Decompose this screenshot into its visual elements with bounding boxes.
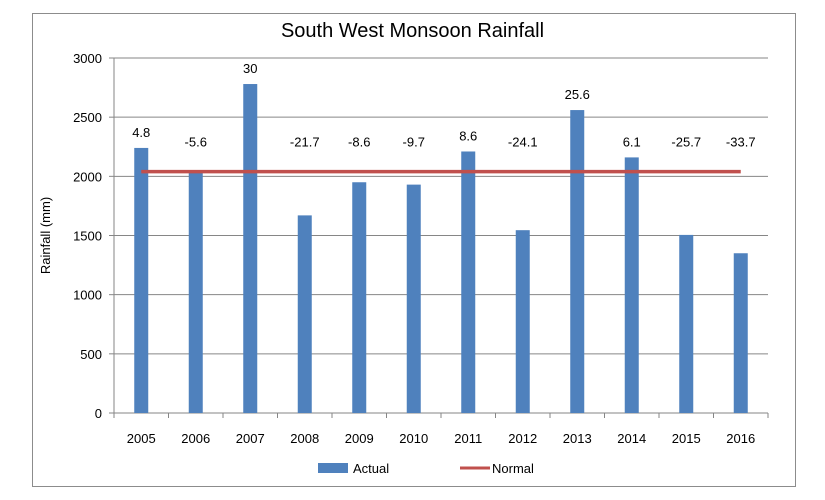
data-label-2007: 30: [243, 61, 257, 76]
bar-actual-2005: [134, 147, 149, 413]
y-tick-label: 3000: [73, 51, 102, 66]
y-tick-label: 0: [95, 406, 102, 421]
y-tick-label: 2500: [73, 110, 102, 125]
data-label-2005: 4.8: [132, 125, 150, 140]
x-tick-label: 2014: [617, 431, 646, 446]
x-tick-label: 2011: [454, 431, 482, 446]
data-label-2010: -9.7: [403, 135, 425, 150]
x-tick-label: 2012: [508, 431, 537, 446]
y-tick-label: 1500: [73, 229, 102, 244]
x-tick-label: 2008: [290, 431, 319, 446]
chart-title: South West Monsoon Rainfall: [280, 20, 545, 42]
bar-actual-2016: [733, 253, 748, 413]
x-tick-label: 2005: [127, 431, 156, 446]
data-label-2016: -33.7: [726, 135, 756, 150]
x-tick-label: 2006: [181, 431, 210, 446]
data-label-2008: -21.7: [290, 135, 320, 150]
bar-actual-2011: [461, 151, 476, 413]
data-label-2015: -25.7: [671, 135, 701, 150]
bar-actual-2006: [188, 172, 203, 413]
x-tick-label: 2013: [563, 431, 592, 446]
x-tick-label: 2015: [672, 431, 701, 446]
data-label-2014: 6.1: [623, 134, 641, 149]
y-axis-label: Rainfall (mm): [38, 197, 53, 274]
bar-actual-2009: [352, 182, 367, 413]
bar-actual-2010: [406, 184, 421, 413]
data-label-2009: -8.6: [348, 135, 370, 150]
data-label-2006: -5.6: [185, 135, 207, 150]
y-tick-label: 1000: [73, 288, 102, 303]
bar-actual-2014: [624, 157, 639, 413]
x-tick-label: 2010: [399, 431, 428, 446]
data-label-2013: 25.6: [565, 87, 590, 102]
bar-actual-2008: [297, 215, 312, 413]
x-tick-label: 2016: [726, 431, 755, 446]
x-tick-label: 2009: [345, 431, 374, 446]
legend-label-actual: Actual: [353, 461, 389, 476]
x-tick-label: 2007: [236, 431, 265, 446]
data-label-2012: -24.1: [508, 135, 538, 150]
data-label-2011: 8.6: [459, 128, 477, 143]
legend-label-normal: Normal: [492, 461, 534, 476]
y-tick-label: 2000: [73, 169, 102, 184]
bar-actual-2007: [243, 84, 258, 414]
y-tick-label: 500: [80, 347, 102, 362]
bar-actual-2013: [570, 110, 585, 414]
bar-actual-2015: [679, 234, 694, 413]
legend-swatch-actual: [318, 463, 348, 473]
bar-actual-2012: [515, 230, 530, 413]
